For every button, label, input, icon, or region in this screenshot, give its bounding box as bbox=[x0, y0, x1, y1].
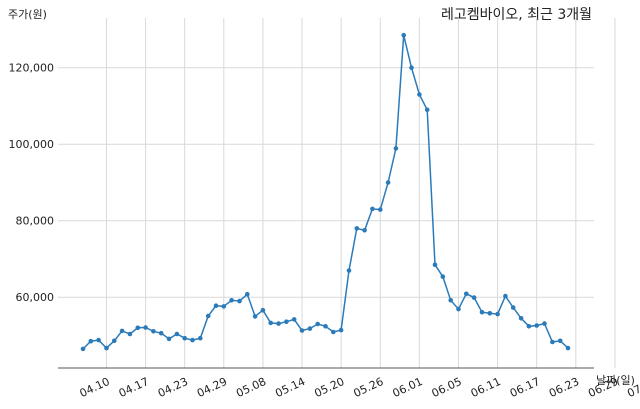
data-point bbox=[456, 306, 461, 312]
data-point bbox=[112, 338, 117, 344]
x-tick-label: 07.03 bbox=[625, 375, 640, 400]
data-point bbox=[151, 329, 156, 334]
y-axis-label: 주가(원) bbox=[8, 8, 47, 21]
data-point bbox=[166, 336, 172, 342]
y-tick-label: 60,000 bbox=[16, 291, 55, 304]
data-point bbox=[315, 321, 321, 327]
series-line bbox=[82, 35, 569, 350]
data-point bbox=[370, 206, 375, 212]
y-tick-label: 100,000 bbox=[9, 138, 55, 151]
x-tick-label: 05.20 bbox=[312, 375, 346, 400]
data-point bbox=[409, 65, 414, 70]
data-point bbox=[526, 324, 532, 329]
data-point bbox=[401, 32, 407, 38]
data-point bbox=[510, 305, 516, 310]
data-point bbox=[119, 328, 125, 334]
data-point bbox=[245, 291, 250, 297]
data-point bbox=[205, 313, 211, 319]
data-point bbox=[229, 298, 234, 303]
data-point bbox=[417, 92, 422, 97]
data-point bbox=[393, 146, 399, 151]
data-point bbox=[542, 321, 547, 326]
data-point bbox=[299, 328, 305, 333]
data-point bbox=[260, 307, 266, 313]
data-point bbox=[252, 314, 258, 319]
data-point bbox=[291, 317, 297, 322]
data-point bbox=[88, 338, 94, 344]
data-point bbox=[323, 324, 328, 329]
x-tick-label: 06.29 bbox=[586, 375, 620, 400]
data-point bbox=[237, 298, 242, 304]
data-point bbox=[424, 107, 430, 113]
x-tick-label: 06.17 bbox=[508, 375, 542, 400]
x-tick-label: 06.05 bbox=[430, 375, 464, 400]
data-point bbox=[104, 345, 109, 351]
data-point bbox=[221, 304, 227, 309]
data-point bbox=[378, 207, 383, 212]
x-tick-label: 04.23 bbox=[156, 375, 190, 400]
data-point bbox=[518, 316, 524, 321]
data-point bbox=[503, 293, 508, 299]
x-tick-label: 04.29 bbox=[195, 375, 229, 400]
x-tick-label: 04.17 bbox=[117, 375, 151, 400]
y-tick-label: 80,000 bbox=[16, 215, 55, 228]
x-tick-label: 05.08 bbox=[234, 375, 268, 400]
data-point bbox=[276, 321, 281, 326]
data-point bbox=[479, 309, 485, 315]
data-point bbox=[464, 291, 469, 297]
data-point bbox=[354, 226, 360, 231]
x-tick-label: 06.01 bbox=[391, 375, 425, 400]
x-tick-label: 06.11 bbox=[469, 375, 503, 400]
data-point bbox=[80, 346, 86, 352]
data-point bbox=[135, 325, 141, 331]
data-point bbox=[362, 228, 367, 233]
data-point bbox=[268, 320, 274, 326]
data-point bbox=[557, 338, 563, 344]
data-point bbox=[495, 311, 500, 317]
data-point bbox=[307, 326, 313, 331]
data-point bbox=[284, 319, 289, 325]
x-tick-label: 04.10 bbox=[78, 375, 112, 400]
data-point bbox=[213, 303, 219, 309]
chart-title: 레고켐바이오, 최근 3개월 bbox=[440, 7, 592, 23]
data-point bbox=[346, 268, 352, 273]
x-tick-label: 05.14 bbox=[273, 375, 307, 400]
data-point bbox=[96, 337, 101, 343]
data-point bbox=[174, 331, 180, 337]
x-axis-label: 날짜(일) bbox=[596, 374, 635, 387]
data-point bbox=[143, 325, 148, 330]
data-point bbox=[338, 327, 344, 333]
data-point bbox=[182, 335, 187, 341]
data-point bbox=[448, 298, 454, 303]
data-point bbox=[198, 335, 203, 341]
data-point bbox=[127, 331, 133, 337]
data-point bbox=[158, 330, 164, 336]
data-point bbox=[565, 345, 571, 351]
data-point bbox=[385, 180, 391, 185]
data-point bbox=[432, 262, 438, 268]
x-tick-label: 05.26 bbox=[351, 375, 385, 400]
y-tick-label: 120,000 bbox=[9, 62, 55, 75]
data-point bbox=[440, 274, 446, 279]
data-point bbox=[487, 311, 493, 316]
data-point bbox=[550, 339, 555, 345]
x-tick-label: 06.23 bbox=[547, 375, 581, 400]
data-point bbox=[534, 323, 539, 328]
data-point bbox=[190, 337, 195, 343]
data-point bbox=[331, 329, 336, 335]
data-point bbox=[471, 295, 477, 300]
